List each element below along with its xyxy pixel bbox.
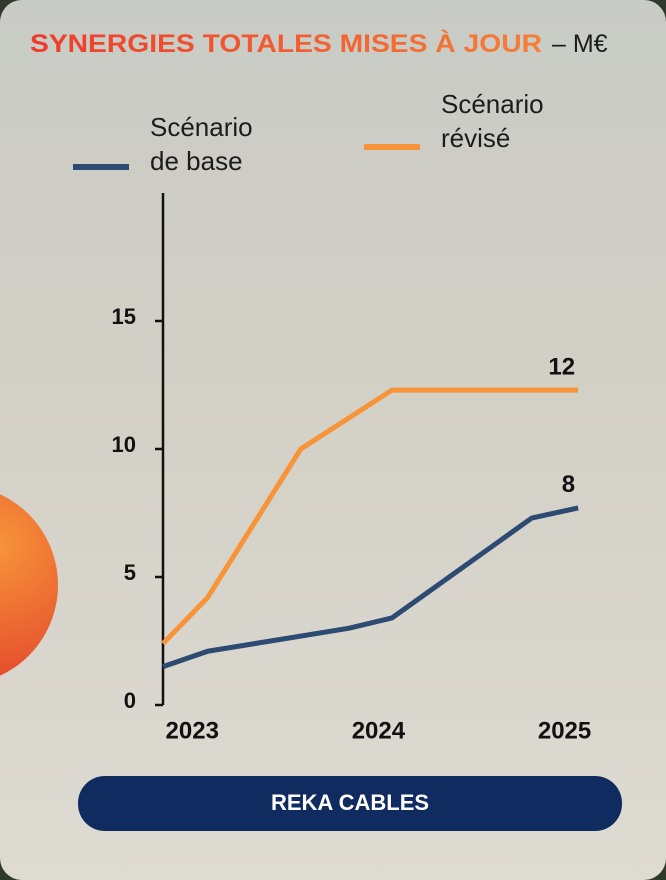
legend-label: Scénario de base (150, 112, 253, 176)
legend-label: Scénario révisé (441, 89, 544, 153)
x-tick-label: 2023 (166, 717, 219, 744)
y-tick-label: 15 (112, 304, 136, 329)
title-unit: – M€ (552, 30, 608, 58)
y-tick-label: 10 (112, 432, 136, 457)
x-tick-label: 2024 (352, 717, 406, 744)
line-series (161, 387, 579, 646)
line-series (162, 505, 579, 669)
y-tick-label: 0 (124, 688, 136, 713)
y-tick-label: 5 (124, 560, 136, 585)
title-main: SYNERGIES TOTALES MISES À JOUR (30, 29, 542, 58)
data-label: 8 (562, 471, 575, 498)
x-tick-label: 2025 (538, 717, 591, 744)
footer-button-label[interactable]: REKA CABLES (271, 790, 429, 815)
title: SYNERGIES TOTALES MISES À JOUR – M€ (30, 29, 608, 58)
decor-circle (0, 494, 58, 676)
data-label: 12 (548, 353, 575, 380)
footer-button[interactable] (78, 776, 622, 831)
